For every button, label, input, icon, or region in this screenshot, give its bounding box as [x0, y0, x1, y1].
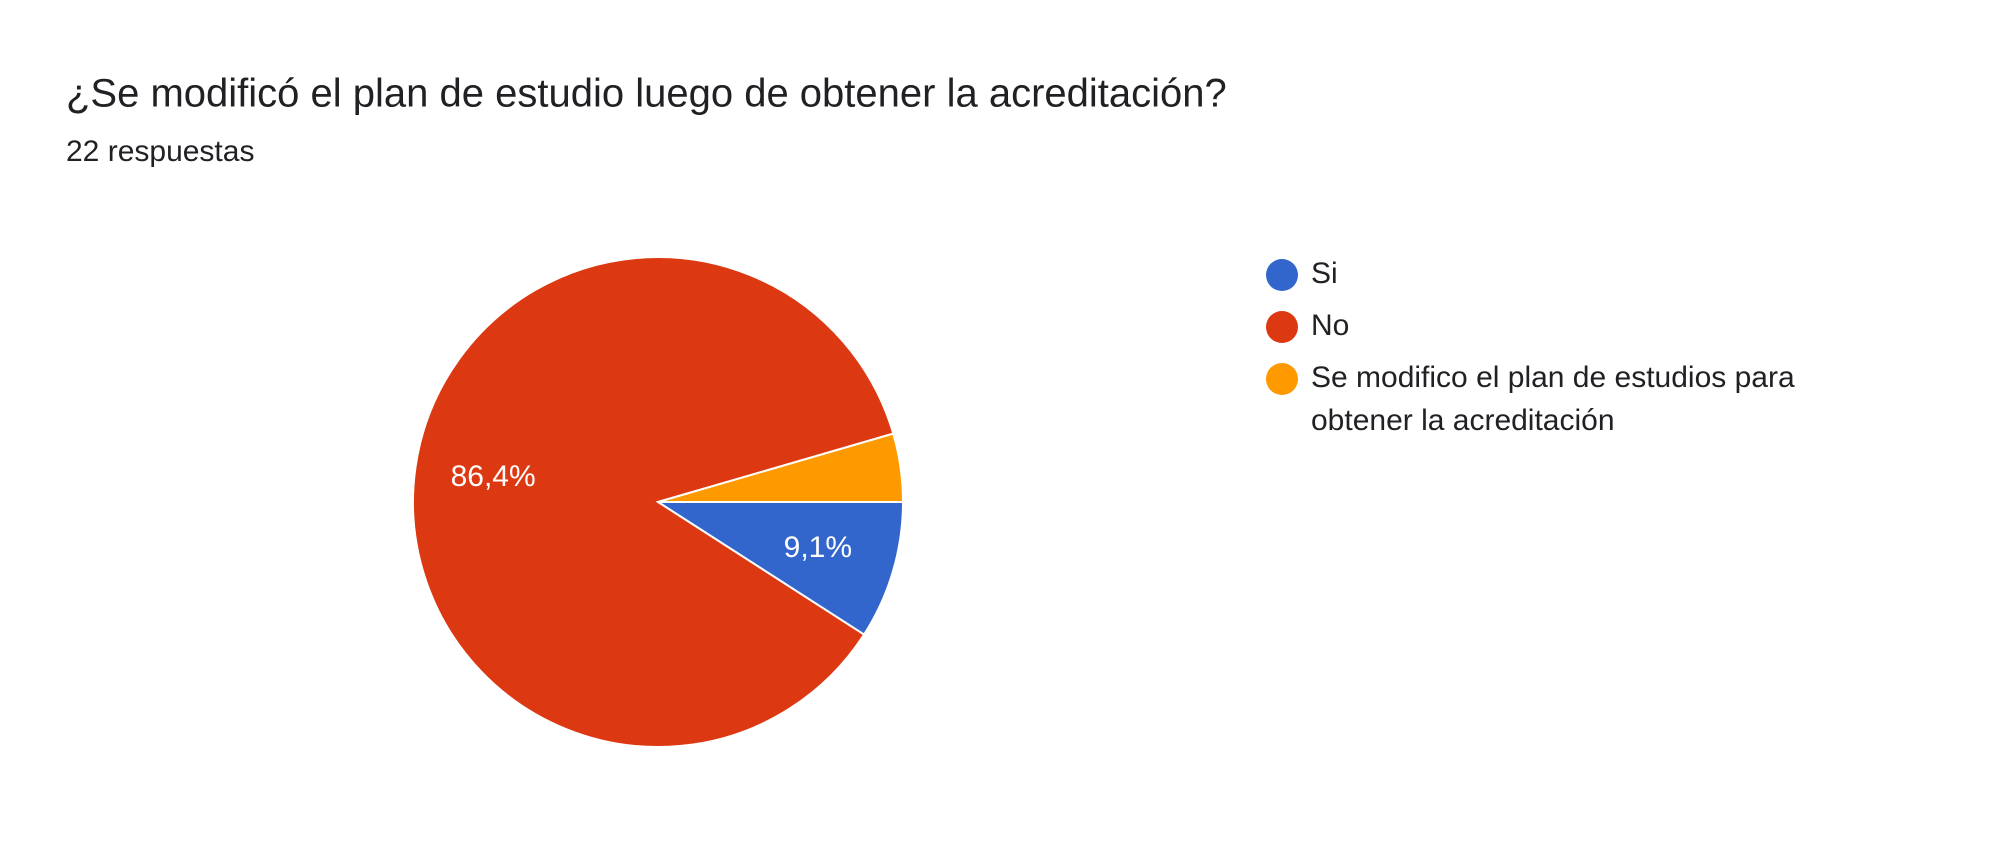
pie-slice [657, 432, 905, 503]
legend-label: Se modifico el plan de estudios para obt… [1311, 361, 1795, 437]
legend-swatch [1266, 311, 1298, 343]
data-label: 9,1% [784, 531, 852, 564]
chart-subtitle: 22 respuestas [66, 135, 254, 168]
legend-swatch [1266, 259, 1298, 291]
legend-item: Se modifico el plan de estudios para obt… [1266, 361, 1886, 442]
chart-title: ¿Se modificó el plan de estudio luego de… [66, 72, 1227, 116]
pie-slice [654, 501, 905, 636]
legend-label: Si [1311, 257, 1338, 290]
legend-item: Si [1266, 257, 1886, 295]
legend-label: No [1311, 309, 1350, 342]
legend-item: No [1266, 309, 1886, 347]
pie-slice [412, 256, 895, 748]
data-label: 86,4% [451, 460, 536, 493]
legend-swatch [1266, 363, 1298, 395]
